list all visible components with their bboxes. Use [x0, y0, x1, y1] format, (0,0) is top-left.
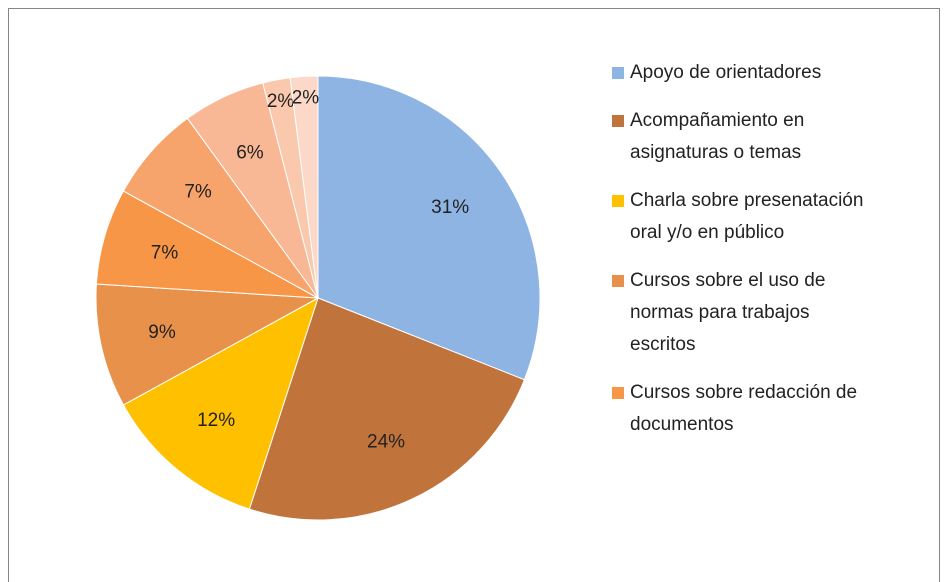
data-label: 12%	[197, 410, 235, 431]
chart-border	[8, 8, 940, 582]
legend-label: Charla sobre presenatación oral y/o en p…	[630, 190, 864, 243]
legend-label: Acompañamiento en asignaturas o temas	[630, 110, 805, 163]
data-label: 31%	[431, 197, 469, 218]
legend-swatch	[612, 275, 624, 287]
data-label: 24%	[367, 432, 405, 453]
legend-swatch	[612, 387, 624, 399]
data-label: 6%	[236, 142, 264, 163]
legend-swatch	[612, 67, 624, 79]
legend-swatch	[612, 195, 624, 207]
data-label: 7%	[151, 242, 179, 263]
legend-label: Cursos sobre redacción de documentos	[630, 382, 858, 435]
pie-slice	[317, 75, 541, 381]
data-label: 2%	[292, 88, 320, 109]
data-label: 9%	[148, 322, 176, 343]
data-label: 2%	[267, 91, 295, 112]
legend-entry: Apoyo de orientadores	[612, 57, 912, 89]
legend-swatch	[612, 115, 624, 127]
legend-entry: Cursos sobre el uso de normas para traba…	[612, 265, 912, 361]
legend-entry: Charla sobre presenatación oral y/o en p…	[612, 185, 912, 249]
pie-slice	[122, 296, 319, 510]
pie-slice	[289, 75, 319, 299]
legend-entry: Acompañamiento en asignaturas o temas	[612, 105, 912, 169]
pie-slice	[248, 297, 526, 521]
legend-label: Cursos sobre el uso de normas para traba…	[630, 270, 826, 355]
legend-label: Apoyo de orientadores	[630, 62, 822, 83]
legend-entry: Cursos sobre redacción de documentos	[612, 377, 912, 441]
pie-slice	[95, 283, 320, 406]
data-label: 7%	[184, 181, 212, 202]
